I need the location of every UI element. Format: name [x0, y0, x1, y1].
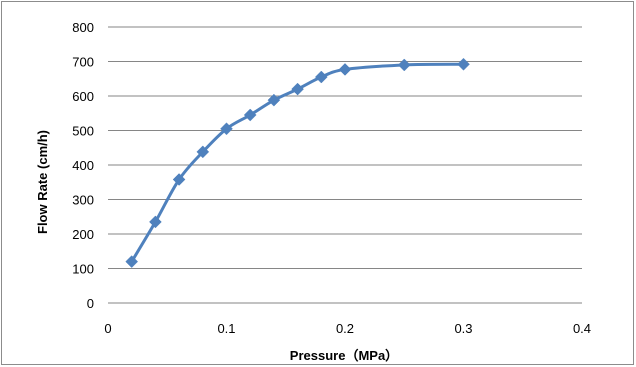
data-point-marker [457, 57, 470, 71]
data-point-marker [314, 70, 328, 84]
y-axis-title: Flow Rate (cm/h) [35, 130, 50, 234]
data-point-marker [220, 122, 233, 136]
x-tick-label: 0.3 [454, 321, 472, 336]
x-axis-title: Pressure（MPa） [290, 348, 398, 363]
y-tick-label: 300 [72, 193, 94, 208]
data-point-marker [267, 93, 281, 107]
x-tick-label: 0.1 [217, 321, 235, 336]
data-point-marker [196, 145, 210, 159]
y-tick-label: 200 [72, 227, 94, 242]
y-tick-label: 700 [72, 55, 94, 70]
x-tick-label: 0.2 [336, 321, 354, 336]
y-tick-labels: 0 100 200 300 400 500 600 700 800 [72, 20, 94, 311]
y-tick-label: 0 [87, 296, 94, 311]
data-point-marker [338, 63, 352, 76]
y-tick-label: 100 [72, 262, 94, 277]
gridlines [108, 26, 582, 269]
data-point-marker [172, 173, 186, 186]
y-tick-label: 800 [72, 20, 94, 35]
data-point-marker [397, 58, 411, 72]
data-point-marker [243, 108, 257, 122]
y-tick-label: 400 [72, 158, 94, 173]
y-tick-label: 500 [72, 124, 94, 139]
data-point-marker [291, 82, 304, 96]
data-markers [125, 57, 470, 268]
x-tick-labels: 0 0.1 0.2 0.3 0.4 [104, 321, 591, 336]
x-tick-label: 0.4 [573, 321, 591, 336]
x-tick-label: 0 [104, 321, 111, 336]
data-point-marker [125, 255, 139, 268]
y-tick-label: 600 [72, 89, 94, 104]
data-point-marker [149, 215, 162, 229]
